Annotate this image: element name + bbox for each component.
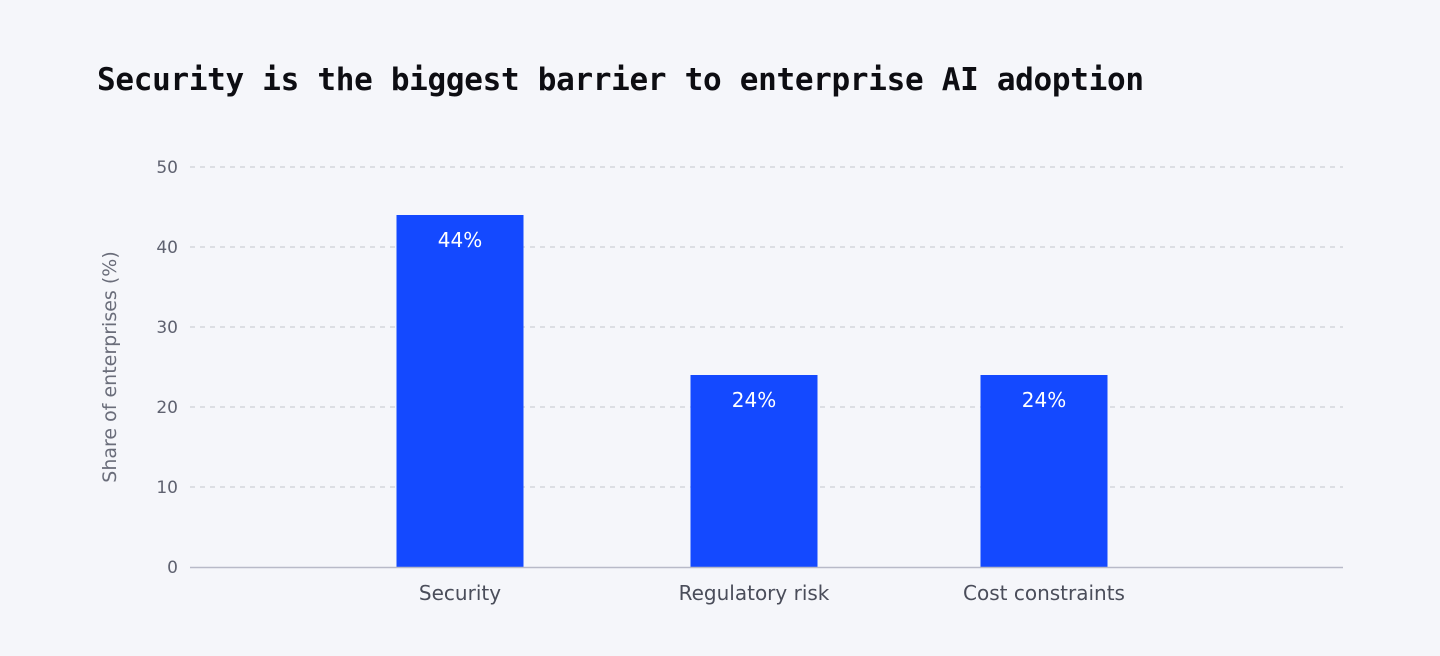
data-label: 24% [732, 388, 776, 412]
y-tick-label: 0 [167, 558, 178, 578]
x-tick-label: Cost constraints [963, 581, 1125, 605]
bar-regulatory-risk [690, 375, 818, 567]
y-tick-label: 10 [156, 478, 178, 498]
data-label: 24% [1022, 388, 1066, 412]
y-tick-label: 50 [156, 158, 178, 178]
chart-title: Security is the biggest barrier to enter… [97, 62, 1144, 98]
data-label: 44% [438, 228, 482, 252]
y-axis-label: Share of enterprises (%) [99, 251, 121, 482]
x-tick-label: Security [419, 581, 501, 605]
bar-cost-constraints [980, 375, 1108, 567]
x-tick-label: Regulatory risk [679, 581, 830, 605]
y-tick-label: 40 [156, 238, 178, 258]
bar-security [396, 215, 524, 567]
y-tick-label: 20 [156, 398, 178, 418]
y-tick-label: 30 [156, 318, 178, 338]
